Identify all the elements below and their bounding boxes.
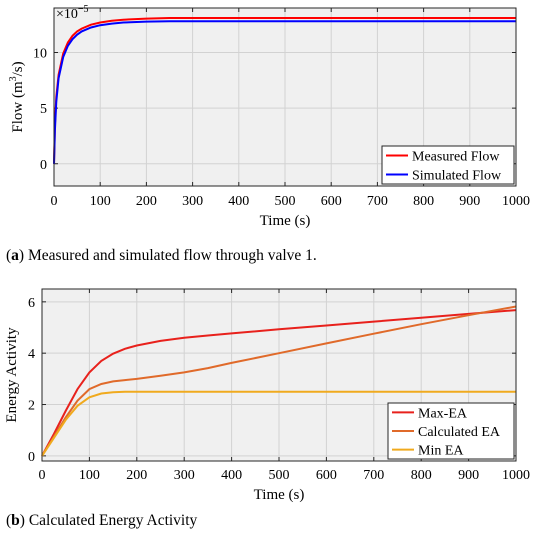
y-axis-label: Energy Activity bbox=[4, 327, 20, 423]
energy-activity-chart-svg: 0 100 200 300 400 500 600 700 800 900 1000 0 2 4 6 Time… bbox=[4, 288, 530, 503]
energy-activity-chart: 0 100 200 300 400 500 600 700 800 900 1000 0 2 4 6 Time… bbox=[0, 283, 550, 503]
x-tick-label: 100 bbox=[79, 468, 100, 483]
caption-b-text: Calculated Energy Activity bbox=[24, 512, 198, 529]
legend: Measured Flow Simulated Flow bbox=[381, 145, 515, 185]
x-axis-label: Time (s) bbox=[254, 487, 305, 503]
axes-box bbox=[53, 7, 517, 187]
series-line-max-ea bbox=[41, 309, 517, 457]
x-tick-label: 500 bbox=[275, 194, 296, 209]
legend-box bbox=[381, 145, 515, 185]
y-exponent-label: ×10−5 bbox=[56, 4, 89, 22]
flow-chart: 0 100 200 300 400 500 600 700 800 900 1000 0 5 10 Time… bbox=[0, 0, 550, 232]
x-tick-label: 1000 bbox=[502, 194, 530, 209]
axes-box bbox=[41, 288, 517, 462]
caption-a-text: Measured and simulated flow through valv… bbox=[24, 247, 317, 264]
x-axis-label: Time (s) bbox=[260, 213, 311, 229]
series-line-calculated-ea bbox=[41, 305, 517, 457]
x-tick-label: 700 bbox=[363, 468, 384, 483]
legend-label: Measured Flow bbox=[412, 150, 500, 165]
x-tick-label: 700 bbox=[367, 194, 388, 209]
series-line-simulated-flow bbox=[53, 20, 516, 164]
x-tick-label: 800 bbox=[411, 468, 432, 483]
x-tick-label: 400 bbox=[221, 468, 242, 483]
x-tick-label: 500 bbox=[269, 468, 290, 483]
y-tick-label: 5 bbox=[40, 102, 47, 117]
x-tick-label: 900 bbox=[458, 468, 479, 483]
x-tick-label: 300 bbox=[182, 194, 203, 209]
caption-b: (b) Calculated Energy Activity bbox=[6, 512, 198, 529]
y-tick-label: 4 bbox=[28, 347, 35, 362]
x-tick-label: 0 bbox=[39, 468, 46, 483]
x-tick-label: 200 bbox=[126, 468, 147, 483]
x-tick-label: 600 bbox=[316, 468, 337, 483]
y-tick-label: 0 bbox=[40, 158, 47, 173]
caption-a: (a) Measured and simulated flow through … bbox=[6, 247, 317, 264]
legend-label: Simulated Flow bbox=[412, 169, 502, 184]
legend: Max-EA Calculated EA Min EA bbox=[387, 402, 515, 460]
legend-label: Max-EA bbox=[418, 406, 468, 421]
y-tick-label: 0 bbox=[28, 450, 35, 465]
legend-label: Min EA bbox=[418, 444, 464, 459]
x-tick-label: 800 bbox=[413, 194, 434, 209]
x-tick-label: 300 bbox=[174, 468, 195, 483]
x-tick-label: 200 bbox=[136, 194, 157, 209]
y-tick-label: 10 bbox=[33, 47, 47, 62]
x-tick-label: 100 bbox=[90, 194, 111, 209]
y-axis-label: Flow (m3/s) bbox=[8, 61, 26, 132]
flow-chart-svg: 0 100 200 300 400 500 600 700 800 900 1000 0 5 10 Time… bbox=[8, 4, 530, 229]
caption-a-label: a bbox=[11, 247, 19, 264]
series-line-min-ea bbox=[41, 390, 516, 457]
caption-b-label: b bbox=[11, 512, 20, 529]
x-tick-label: 900 bbox=[459, 194, 480, 209]
x-tick-label: 600 bbox=[321, 194, 342, 209]
x-tick-label: 1000 bbox=[502, 468, 530, 483]
y-tick-label: 6 bbox=[28, 296, 35, 311]
legend-label: Calculated EA bbox=[418, 425, 501, 440]
x-tick-label: 0 bbox=[51, 194, 58, 209]
x-tick-label: 400 bbox=[228, 194, 249, 209]
y-tick-label: 2 bbox=[28, 399, 35, 414]
